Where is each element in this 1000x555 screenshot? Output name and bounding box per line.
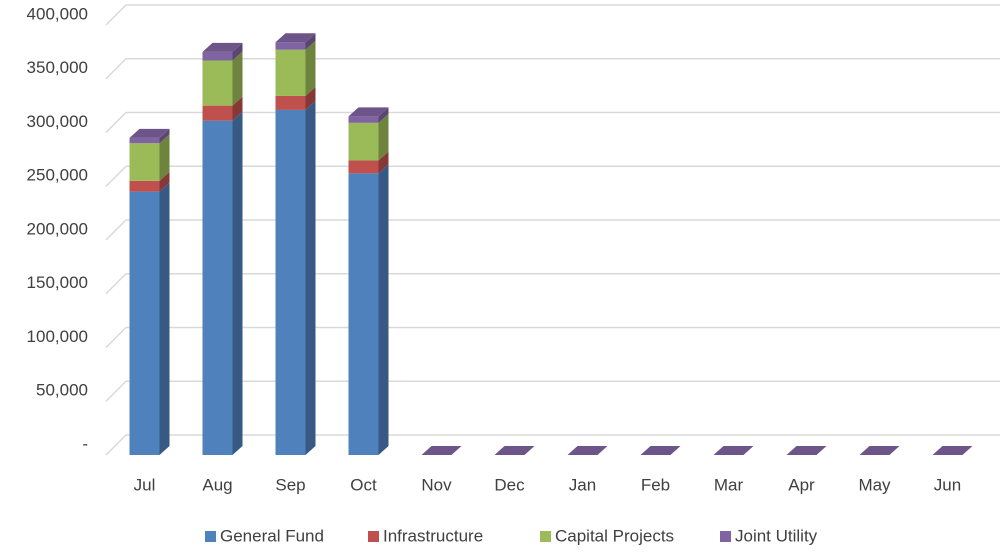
y-tick-label: 100,000 bbox=[27, 327, 88, 346]
x-tick-label: Nov bbox=[421, 475, 452, 494]
bar-segment bbox=[202, 120, 233, 456]
bar-side bbox=[305, 40, 316, 96]
bar-top bbox=[932, 446, 973, 455]
bar-top bbox=[348, 107, 389, 117]
x-tick-label: Feb bbox=[641, 475, 670, 494]
grid-line bbox=[105, 273, 1000, 295]
bar-segment bbox=[202, 51, 233, 61]
x-tick-label: Jul bbox=[134, 475, 156, 494]
bar-side bbox=[378, 164, 389, 455]
legend-swatch bbox=[540, 531, 551, 542]
bar-side bbox=[159, 182, 170, 455]
x-tick-label: Mar bbox=[714, 475, 744, 494]
bar-side bbox=[305, 33, 316, 50]
bar-segment bbox=[275, 109, 306, 456]
bar-top bbox=[713, 446, 754, 455]
grid-line bbox=[105, 434, 1000, 456]
bar-side bbox=[159, 128, 170, 144]
bar-segment bbox=[202, 105, 233, 121]
x-tick-label: Oct bbox=[350, 475, 377, 494]
bar-segment bbox=[129, 137, 160, 144]
grid-line bbox=[105, 380, 1000, 402]
y-tick-label: 300,000 bbox=[27, 112, 88, 131]
bar-side bbox=[159, 171, 170, 192]
bar-segment bbox=[129, 180, 160, 192]
bar-top bbox=[786, 446, 827, 455]
legend-label: Joint Utility bbox=[735, 526, 818, 545]
bar-top bbox=[640, 446, 681, 455]
bar-top bbox=[421, 446, 462, 455]
bar-top bbox=[859, 446, 900, 455]
bar-top bbox=[494, 446, 535, 455]
y-tick-label: 200,000 bbox=[27, 219, 88, 238]
bar-segment bbox=[129, 143, 160, 181]
legend-label: Infrastructure bbox=[383, 526, 483, 545]
y-tick-label: 400,000 bbox=[27, 4, 88, 23]
y-tick-label: 350,000 bbox=[27, 58, 88, 77]
bar-segment bbox=[348, 116, 379, 123]
bar-side bbox=[305, 100, 316, 456]
legend-swatch bbox=[205, 531, 216, 542]
legend-swatch bbox=[720, 531, 731, 542]
grid-line bbox=[105, 4, 1000, 26]
x-tick-label: Jan bbox=[569, 475, 596, 494]
x-tick-label: Sep bbox=[275, 475, 305, 494]
legend-label: Capital Projects bbox=[555, 526, 674, 545]
bar-segment bbox=[275, 49, 306, 96]
grid-line bbox=[105, 58, 1000, 80]
bar-segment bbox=[129, 191, 160, 455]
bar-side bbox=[378, 113, 389, 161]
bar-top bbox=[129, 128, 170, 138]
grid-line bbox=[105, 326, 1000, 349]
bar-segment bbox=[348, 160, 379, 174]
x-tick-label: Apr bbox=[788, 475, 815, 494]
grid-line bbox=[105, 111, 1000, 134]
legend-swatch bbox=[368, 531, 379, 542]
bar-side bbox=[378, 107, 389, 123]
bar-segment bbox=[275, 42, 306, 50]
x-tick-label: Jun bbox=[934, 475, 961, 494]
y-tick-label: - bbox=[82, 434, 88, 453]
bar-segment bbox=[348, 122, 379, 161]
bar-side bbox=[378, 151, 389, 174]
bar-segment bbox=[275, 95, 306, 110]
legend-label: General Fund bbox=[220, 526, 324, 545]
bar-side bbox=[232, 51, 243, 106]
y-tick-label: 50,000 bbox=[36, 381, 88, 400]
x-tick-label: Dec bbox=[494, 475, 525, 494]
y-tick-label: 250,000 bbox=[27, 166, 88, 185]
bar-top bbox=[567, 446, 608, 455]
bar-side bbox=[159, 134, 170, 181]
bar-side bbox=[232, 42, 243, 61]
bar-top bbox=[202, 42, 243, 52]
bar-segment bbox=[348, 173, 379, 455]
x-tick-label: May bbox=[858, 475, 891, 494]
grid-line bbox=[105, 219, 1000, 241]
bar-side bbox=[305, 86, 316, 110]
x-tick-label: Aug bbox=[202, 475, 232, 494]
y-tick-label: 150,000 bbox=[27, 273, 88, 292]
bar-side bbox=[232, 111, 243, 456]
grid-line bbox=[105, 165, 1000, 187]
bar-segment bbox=[202, 60, 233, 106]
bar-top bbox=[275, 33, 316, 43]
bar-side bbox=[232, 96, 243, 121]
